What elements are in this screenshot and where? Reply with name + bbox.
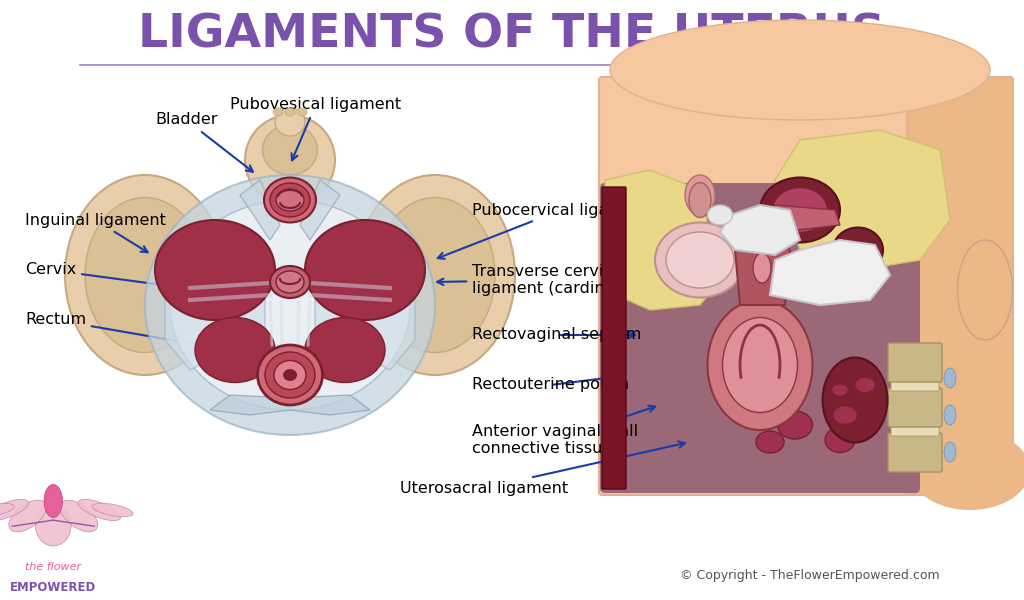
FancyBboxPatch shape <box>599 77 1013 495</box>
Ellipse shape <box>655 223 745 298</box>
Ellipse shape <box>825 427 855 452</box>
Ellipse shape <box>265 352 315 398</box>
Text: the flower: the flower <box>26 562 81 572</box>
Text: Bladder: Bladder <box>155 113 253 172</box>
Ellipse shape <box>910 430 1024 510</box>
Ellipse shape <box>270 183 310 217</box>
Ellipse shape <box>0 499 29 521</box>
Ellipse shape <box>753 253 771 283</box>
Polygon shape <box>735 230 790 305</box>
Ellipse shape <box>285 108 295 116</box>
Ellipse shape <box>831 384 848 396</box>
Text: Rectouterine pouch: Rectouterine pouch <box>472 373 629 392</box>
Ellipse shape <box>756 431 784 453</box>
Polygon shape <box>210 395 370 415</box>
Ellipse shape <box>0 503 14 517</box>
Ellipse shape <box>276 271 304 293</box>
Ellipse shape <box>297 108 307 116</box>
Ellipse shape <box>262 125 317 175</box>
Polygon shape <box>605 170 720 310</box>
FancyBboxPatch shape <box>600 183 920 493</box>
FancyBboxPatch shape <box>888 343 942 382</box>
FancyBboxPatch shape <box>891 426 939 436</box>
Ellipse shape <box>264 178 316 223</box>
Text: Transverse cervical
ligament (cardinal): Transverse cervical ligament (cardinal) <box>437 264 627 296</box>
Polygon shape <box>770 240 890 305</box>
Ellipse shape <box>944 405 956 425</box>
Ellipse shape <box>44 485 62 517</box>
Ellipse shape <box>723 317 798 413</box>
Text: Rectum: Rectum <box>25 313 195 346</box>
Ellipse shape <box>155 220 275 320</box>
Polygon shape <box>300 180 340 240</box>
Ellipse shape <box>355 175 515 375</box>
Text: Pubovesical ligament: Pubovesical ligament <box>230 97 401 160</box>
Text: © Copyright - TheFlowerEmpowered.com: © Copyright - TheFlowerEmpowered.com <box>182 395 398 405</box>
Ellipse shape <box>270 266 310 298</box>
Text: Anterior vaginal wall
connective tissue: Anterior vaginal wall connective tissue <box>472 406 655 456</box>
Polygon shape <box>315 240 415 370</box>
Ellipse shape <box>777 411 812 439</box>
Ellipse shape <box>944 368 956 388</box>
Ellipse shape <box>610 20 990 120</box>
Polygon shape <box>720 205 800 255</box>
FancyBboxPatch shape <box>888 388 942 427</box>
Ellipse shape <box>708 205 732 225</box>
Ellipse shape <box>666 232 734 288</box>
Ellipse shape <box>689 182 711 217</box>
Ellipse shape <box>833 227 883 272</box>
Ellipse shape <box>257 345 323 405</box>
Ellipse shape <box>92 503 133 517</box>
Ellipse shape <box>78 499 121 521</box>
Ellipse shape <box>957 240 1013 340</box>
Ellipse shape <box>760 178 840 242</box>
Ellipse shape <box>833 406 857 424</box>
Ellipse shape <box>35 504 72 546</box>
Polygon shape <box>165 240 265 370</box>
Ellipse shape <box>305 317 385 383</box>
Ellipse shape <box>9 500 46 532</box>
Ellipse shape <box>85 197 205 352</box>
Polygon shape <box>765 205 840 232</box>
Text: Pubocervical ligament: Pubocervical ligament <box>437 202 650 259</box>
Ellipse shape <box>375 197 495 352</box>
FancyBboxPatch shape <box>907 77 1013 495</box>
Ellipse shape <box>195 317 275 383</box>
Ellipse shape <box>708 300 812 430</box>
Ellipse shape <box>944 442 956 462</box>
Ellipse shape <box>305 220 425 320</box>
Ellipse shape <box>772 187 827 232</box>
Polygon shape <box>240 180 280 240</box>
Ellipse shape <box>65 175 225 375</box>
Ellipse shape <box>276 189 304 211</box>
FancyBboxPatch shape <box>891 381 939 391</box>
Text: LIGAMENTS OF THE UTERUS: LIGAMENTS OF THE UTERUS <box>138 13 886 58</box>
Ellipse shape <box>245 115 335 205</box>
Ellipse shape <box>170 200 410 410</box>
Text: Uterosacral ligament: Uterosacral ligament <box>400 442 685 496</box>
Ellipse shape <box>822 358 888 443</box>
Ellipse shape <box>274 361 306 389</box>
FancyBboxPatch shape <box>602 187 626 489</box>
Ellipse shape <box>273 108 283 116</box>
Ellipse shape <box>685 175 715 215</box>
Text: EMPOWERED: EMPOWERED <box>10 581 96 594</box>
Ellipse shape <box>275 108 305 136</box>
Ellipse shape <box>283 369 297 381</box>
Text: © Copyright - TheFlowerEmpowered.com: © Copyright - TheFlowerEmpowered.com <box>680 569 940 581</box>
FancyBboxPatch shape <box>888 433 942 472</box>
Text: Rectovaginal septum: Rectovaginal septum <box>472 328 641 343</box>
Ellipse shape <box>60 500 97 532</box>
Ellipse shape <box>145 175 435 435</box>
Ellipse shape <box>855 377 874 392</box>
Text: Cervix: Cervix <box>25 263 210 293</box>
Text: Inguinal ligament: Inguinal ligament <box>25 212 166 253</box>
Polygon shape <box>775 130 950 270</box>
